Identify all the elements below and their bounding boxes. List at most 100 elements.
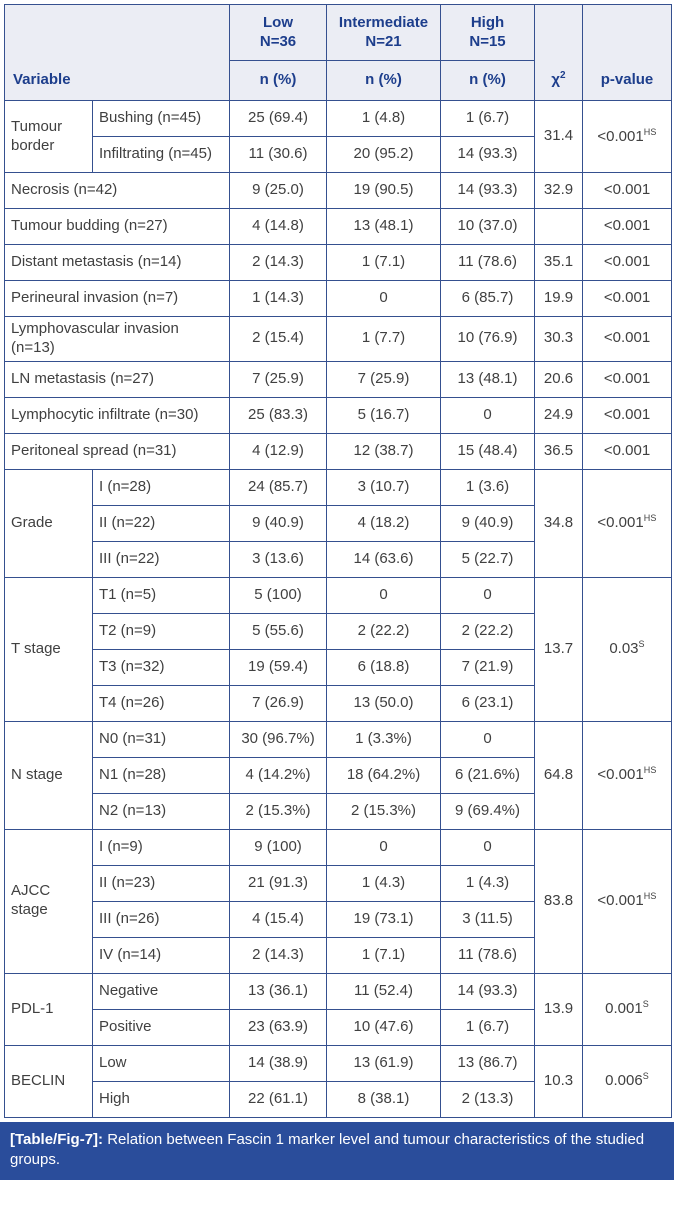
variable-cell: Tumour budding (n=27): [3, 208, 231, 245]
data-cell-high: 6 (85.7): [440, 280, 536, 317]
chi-square-cell: 19.9: [534, 280, 584, 317]
table-row: Necrosis (n=42) 9 (25.0) 19 (90.5) 14 (93.3…: [3, 172, 673, 209]
data-cell-high: 3 (11.5): [440, 900, 536, 938]
p-value-text: <0.001: [603, 329, 651, 347]
data-cell-intermediate: 13 (61.9): [326, 1044, 442, 1082]
n-percent-header-low: n (%): [229, 60, 328, 101]
p-value-cell: 0.03S: [582, 576, 673, 722]
table-row: High 22 (61.1) 8 (38.1) 2 (13.3): [5, 1080, 672, 1118]
data-cell-intermediate: 1 (4.8): [326, 100, 442, 137]
p-value-cell: <0.001: [582, 208, 673, 245]
variable-cell: T stage: [4, 576, 93, 722]
table-row: Grade I (n=28) 24 (85.7) 3 (10.7) 1 (3.6) 34.…: [4, 468, 673, 578]
data-cell-intermediate: 6 (18.8): [326, 648, 442, 686]
sub-label-cell: Infiltrating (n=45): [91, 136, 231, 173]
chi-square-cell: 83.8: [534, 828, 584, 974]
chi-square-header: χ2: [534, 4, 584, 101]
data-cell-low: 5 (55.6): [229, 612, 328, 650]
data-cell-intermediate: 10 (47.6): [326, 1008, 442, 1046]
p-significance-marker: S: [642, 1071, 649, 1082]
chi-square-cell: 31.4: [534, 100, 584, 173]
p-significance-marker: HS: [643, 126, 657, 137]
table-row: Lymphovascular invasion (n=13) 2 (15.4) 1 …: [3, 316, 673, 362]
p-value-cell: <0.001: [582, 316, 673, 362]
p-value-header: p-value: [582, 4, 673, 101]
data-cell-high: 13 (86.7): [440, 1044, 536, 1082]
p-value-text: <0.001: [603, 181, 651, 199]
n-percent-header-high: n (%): [440, 60, 536, 101]
p-value-text: <0.001: [597, 514, 644, 532]
data-cell-intermediate: 13 (48.1): [326, 208, 442, 245]
variable-cell: Distant metastasis (n=14): [3, 244, 231, 281]
data-cell-high: 7 (21.9): [440, 648, 536, 686]
data-cell-low: 25 (83.3): [229, 396, 328, 434]
p-value-cell: 0.006S: [582, 1044, 673, 1118]
chi-square-cell: 64.8: [534, 720, 584, 830]
sub-label-cell: High: [91, 1080, 231, 1118]
data-cell-low: 2 (15.4): [229, 316, 328, 362]
data-cell-high: 11 (78.6): [440, 244, 536, 281]
data-cell-high: 0: [440, 828, 536, 866]
table-row: II (n=23) 21 (91.3) 1 (4.3) 1 (4.3): [5, 864, 672, 902]
table-row: III (n=26) 4 (15.4) 19 (73.1) 3 (11.5): [5, 900, 672, 938]
caption-tag: [Table/Fig-7]:: [10, 1130, 104, 1148]
table-row: Distant metastasis (n=14) 2 (14.3) 1 (7.1)…: [3, 244, 673, 281]
p-value-text: <0.001: [603, 217, 651, 235]
variable-cell: N stage: [4, 720, 93, 830]
table-row: AJCC stage I (n=9) 9 (100) 0 0 83.8 <0.001HS: [4, 828, 673, 974]
data-cell-intermediate: 12 (38.7): [326, 432, 442, 470]
p-value-cell: <0.001: [582, 244, 673, 281]
variable-cell: Lymphocytic infiltrate (n=30): [3, 396, 231, 434]
data-cell-low: 23 (63.9): [229, 1008, 328, 1046]
data-cell-intermediate: 0: [326, 280, 442, 317]
p-value-text: 0.03: [609, 640, 639, 658]
data-cell-high: 2 (22.2): [440, 612, 536, 650]
p-value-cell: <0.001HS: [582, 828, 673, 974]
data-cell-low: 4 (14.2%): [229, 756, 328, 794]
data-cell-high: 1 (6.7): [440, 100, 536, 137]
chi-square-cell: 34.8: [534, 468, 584, 578]
data-cell-low: 25 (69.4): [229, 100, 328, 137]
data-cell-intermediate: 4 (18.2): [326, 504, 442, 542]
data-cell-intermediate: 1 (7.7): [326, 316, 442, 362]
chi-square-cell: 32.9: [534, 172, 584, 209]
data-cell-intermediate: 7 (25.9): [326, 360, 442, 398]
sub-label-cell: T4 (n=26): [91, 684, 231, 722]
table-row: PDL-1 Negative 13 (36.1) 11 (52.4) 14 (93.3)…: [4, 972, 673, 1046]
n-percent-header-intermediate: n (%): [326, 60, 442, 101]
data-cell-low: 2 (14.3): [229, 244, 328, 281]
p-value-text: <0.001: [603, 369, 651, 387]
group-label: High: [470, 13, 505, 31]
data-cell-high: 15 (48.4): [440, 432, 536, 470]
sub-label-cell: T1 (n=5): [91, 576, 231, 614]
data-cell-high: 0: [440, 576, 536, 614]
p-significance-marker: HS: [643, 765, 657, 776]
group-n: N=21: [365, 32, 402, 50]
sub-label-cell: III (n=26): [91, 900, 231, 938]
data-cell-low: 5 (100): [229, 576, 328, 614]
p-value-text: 0.001: [605, 1000, 643, 1018]
data-cell-high: 2 (13.3): [440, 1080, 536, 1118]
p-value-text: <0.001: [603, 289, 651, 307]
p-value-cell: <0.001: [582, 360, 673, 398]
p-value-cell: <0.001HS: [582, 468, 673, 578]
sub-label-cell: T3 (n=32): [91, 648, 231, 686]
variable-cell: Peritoneal spread (n=31): [3, 432, 231, 470]
data-cell-high: 14 (93.3): [440, 972, 536, 1010]
variable-cell: Tumour border: [4, 100, 93, 173]
chi-square-cell: 13.7: [534, 576, 584, 722]
p-value-text: <0.001: [597, 766, 644, 784]
table-row: Infiltrating (n=45) 11 (30.6) 20 (95.2) 14 …: [5, 136, 672, 173]
data-cell-low: 7 (25.9): [229, 360, 328, 398]
data-cell-high: 10 (76.9): [440, 316, 536, 362]
p-value-cell: <0.001HS: [582, 720, 673, 830]
data-cell-high: 10 (37.0): [440, 208, 536, 245]
data-cell-low: 13 (36.1): [229, 972, 328, 1010]
chi-square-cell: 10.3: [534, 1044, 584, 1118]
group-header-high: High N=15: [440, 4, 536, 61]
table-row: T4 (n=26) 7 (26.9) 13 (50.0) 6 (23.1): [5, 684, 672, 722]
sub-label-cell: IV (n=14): [91, 936, 231, 974]
data-cell-intermediate: 14 (63.6): [326, 540, 442, 578]
table-row: Peritoneal spread (n=31) 4 (12.9) 12 (38.7…: [3, 432, 673, 470]
sub-label-cell: Positive: [91, 1008, 231, 1046]
